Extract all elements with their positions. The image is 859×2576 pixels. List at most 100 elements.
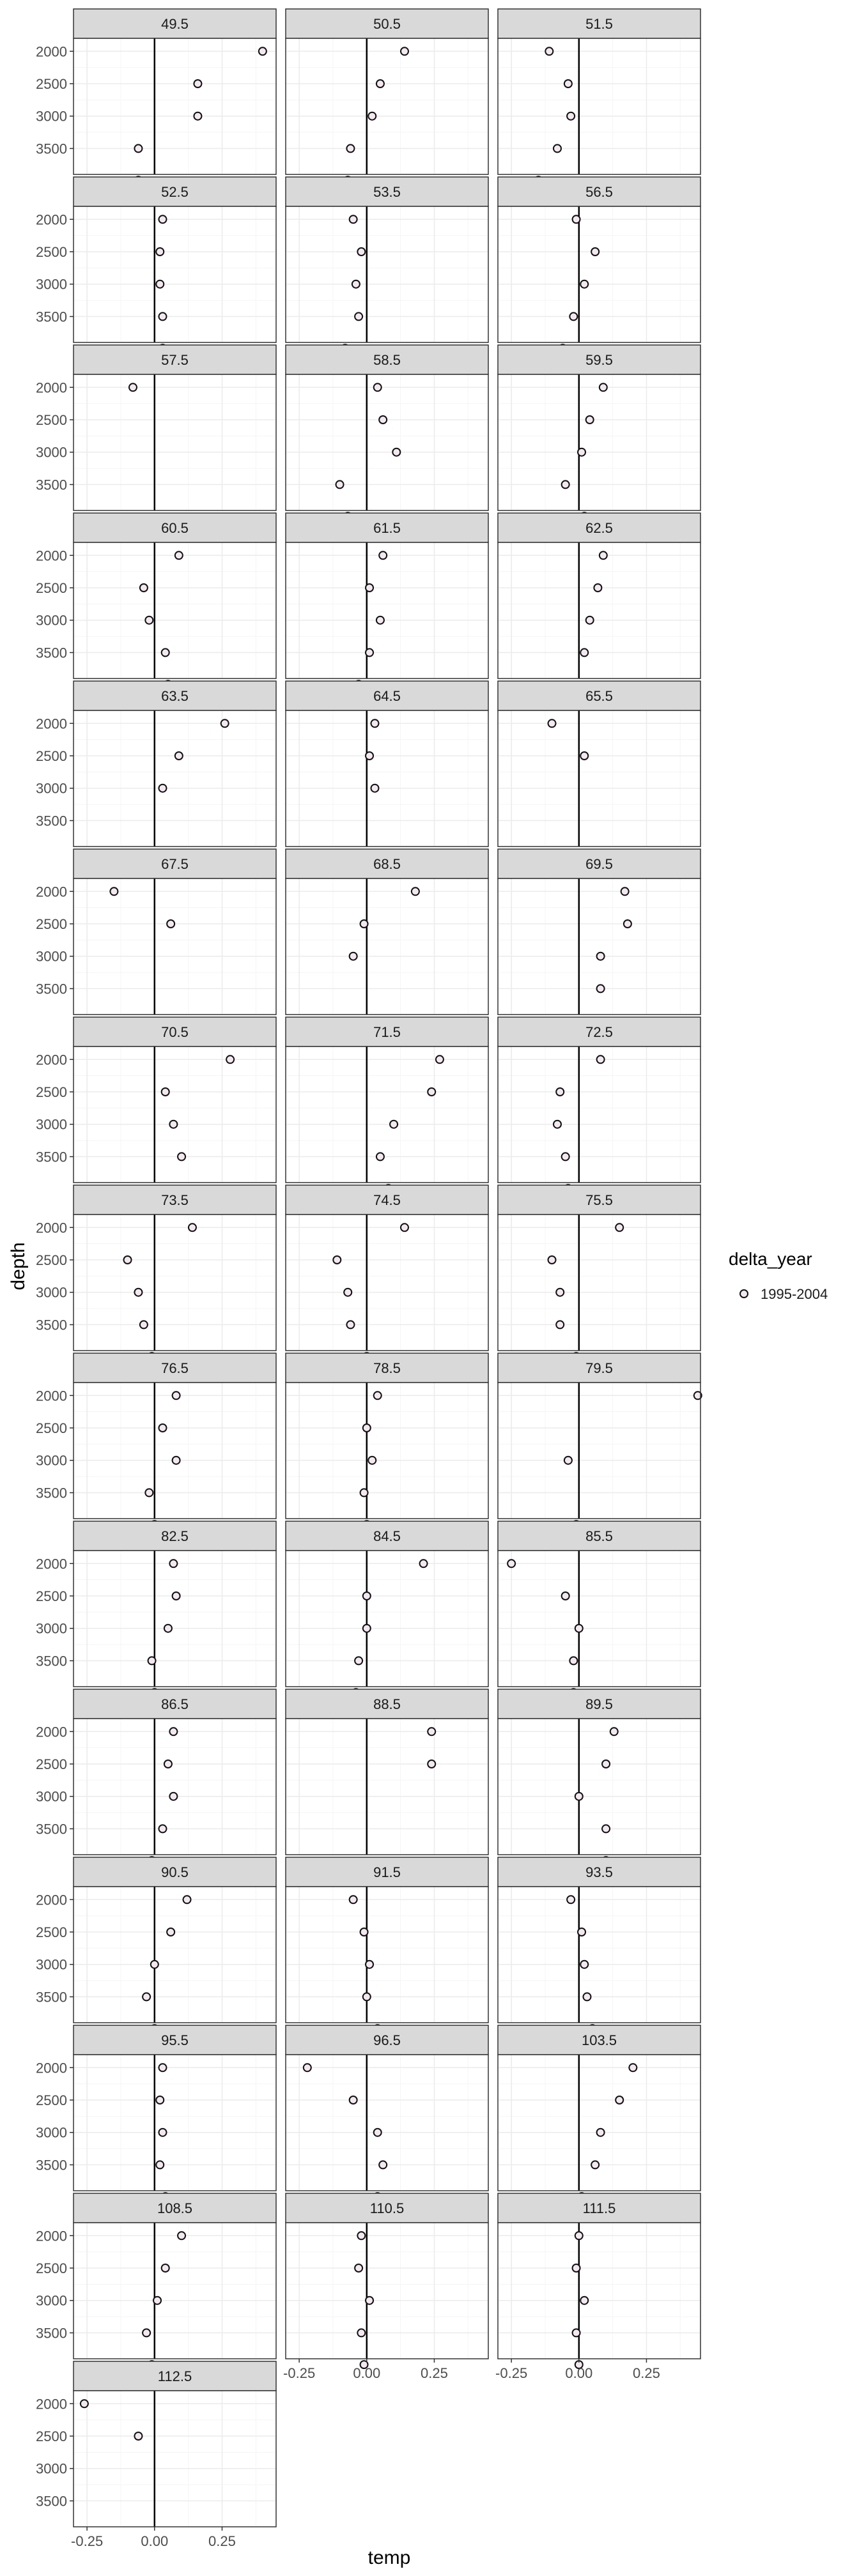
panel-border — [73, 1046, 277, 1183]
facet-strip — [497, 176, 701, 207]
facet-strip-label: 52.5 — [161, 184, 189, 200]
panel-border — [285, 1382, 489, 1519]
y-tick-label: 3500 — [36, 477, 67, 493]
facet-strip-label: 89.5 — [585, 1696, 613, 1712]
facet-strip-label: 96.5 — [373, 2032, 401, 2048]
y-tick-label: 3500 — [36, 1485, 67, 1501]
y-tick-label: 2500 — [36, 1924, 67, 1940]
facet-panel-53.5: 53.5 — [285, 176, 489, 353]
data-point — [357, 247, 366, 256]
data-point — [174, 551, 183, 560]
y-tick-label: 3000 — [36, 1117, 67, 1133]
panel-border — [497, 1382, 701, 1519]
y-tick-label: 2500 — [36, 1756, 67, 1772]
data-point — [163, 1623, 173, 1633]
panel-border — [73, 2222, 277, 2359]
data-point — [615, 1223, 624, 1232]
facet-strip-label: 88.5 — [373, 1696, 401, 1712]
facet-panels: 49.5 2000 2500 3000 3500 50.5 51.5 52.5 2000 2500… — [36, 8, 702, 2549]
data-point — [571, 2264, 581, 2273]
facet-strip-label: 82.5 — [161, 1528, 189, 1544]
facet-strip-label: 86.5 — [161, 1696, 189, 1712]
data-point — [155, 2160, 165, 2170]
facet-strip — [497, 8, 701, 39]
facet-strip-label: 76.5 — [161, 1360, 189, 1376]
y-tick-label: 2000 — [36, 1220, 67, 1236]
data-point — [601, 1759, 611, 1768]
facet-strip-label: 49.5 — [161, 16, 189, 32]
panel-border — [285, 2222, 489, 2359]
facet-strip-label: 110.5 — [370, 2200, 404, 2216]
y-axis-title: depth — [8, 1242, 29, 1290]
data-point — [158, 1824, 167, 1834]
facet-strip-label: 50.5 — [373, 16, 401, 32]
facet-strip-label: 65.5 — [585, 688, 613, 704]
panel-border — [73, 1718, 277, 1855]
data-point — [142, 1992, 151, 2002]
data-point — [160, 1087, 170, 1096]
panel-background — [74, 374, 276, 510]
panel-background — [286, 2223, 488, 2359]
data-point — [155, 279, 165, 289]
data-point — [574, 1623, 584, 1633]
panel-background — [74, 1551, 276, 1687]
facet-strip-label: 103.5 — [582, 2032, 617, 2048]
facet-strip — [497, 1689, 701, 1719]
x-tick-label: 0.00 — [141, 2533, 168, 2549]
data-point — [220, 719, 229, 728]
facet-strip-label: 68.5 — [373, 856, 401, 872]
y-tick-label: 2500 — [36, 76, 67, 92]
facet-strip-label: 57.5 — [161, 352, 189, 368]
y-tick-label: 3500 — [36, 813, 67, 829]
facet-strip — [285, 2193, 489, 2223]
x-tick-label: -0.25 — [495, 2365, 527, 2381]
panel-border — [285, 1046, 489, 1183]
y-tick-label: 3000 — [36, 2125, 67, 2141]
data-point — [580, 751, 589, 760]
data-point — [177, 1152, 187, 1162]
data-point — [392, 447, 401, 457]
panel-border — [73, 206, 277, 343]
panel-background — [74, 1046, 276, 1183]
data-point — [169, 1727, 178, 1736]
data-point — [169, 1559, 178, 1568]
panel-border — [285, 710, 489, 847]
facet-strip — [497, 1184, 701, 1215]
data-point — [368, 1455, 377, 1465]
panel-background — [498, 1551, 700, 1687]
facet-strip — [73, 680, 277, 711]
facet-panel-63.5: 63.5 2000 2500 3000 3500 — [36, 680, 277, 847]
data-point — [375, 615, 385, 625]
data-point — [561, 480, 570, 489]
panel-background — [286, 206, 488, 342]
data-point — [359, 1928, 369, 1936]
data-point — [410, 887, 420, 896]
data-point — [552, 144, 562, 153]
facet-panel-82.5: 82.5 2000 2500 3000 3500 — [36, 1521, 277, 1698]
facet-strip-label: 70.5 — [161, 1024, 189, 1040]
panel-border — [285, 38, 489, 175]
facet-strip — [497, 1857, 701, 1887]
facet-panel-51.5: 51.5 — [497, 8, 701, 185]
data-point — [359, 2360, 369, 2370]
facet-strip-label: 93.5 — [585, 1864, 613, 1880]
data-point — [343, 1287, 353, 1297]
data-point — [258, 47, 267, 56]
facet-panel-84.5: 84.5 — [285, 1521, 489, 1698]
y-tick-label: 2000 — [36, 379, 67, 395]
y-tick-label: 3000 — [36, 1285, 67, 1301]
facet-strip — [73, 1857, 277, 1887]
panel-border — [73, 374, 277, 511]
facet-panel-71.5: 71.5 — [285, 1016, 489, 1193]
y-tick-label: 2500 — [36, 580, 67, 596]
panel-background — [74, 542, 276, 678]
panel-border — [73, 710, 277, 847]
panel-border — [73, 1214, 277, 1351]
y-tick-label: 2000 — [36, 2060, 67, 2076]
y-tick-label: 2500 — [36, 2092, 67, 2108]
data-point — [362, 1423, 371, 1432]
data-point — [435, 1055, 444, 1064]
data-point — [346, 144, 355, 153]
data-point — [547, 719, 557, 728]
panel-border — [285, 2054, 489, 2191]
